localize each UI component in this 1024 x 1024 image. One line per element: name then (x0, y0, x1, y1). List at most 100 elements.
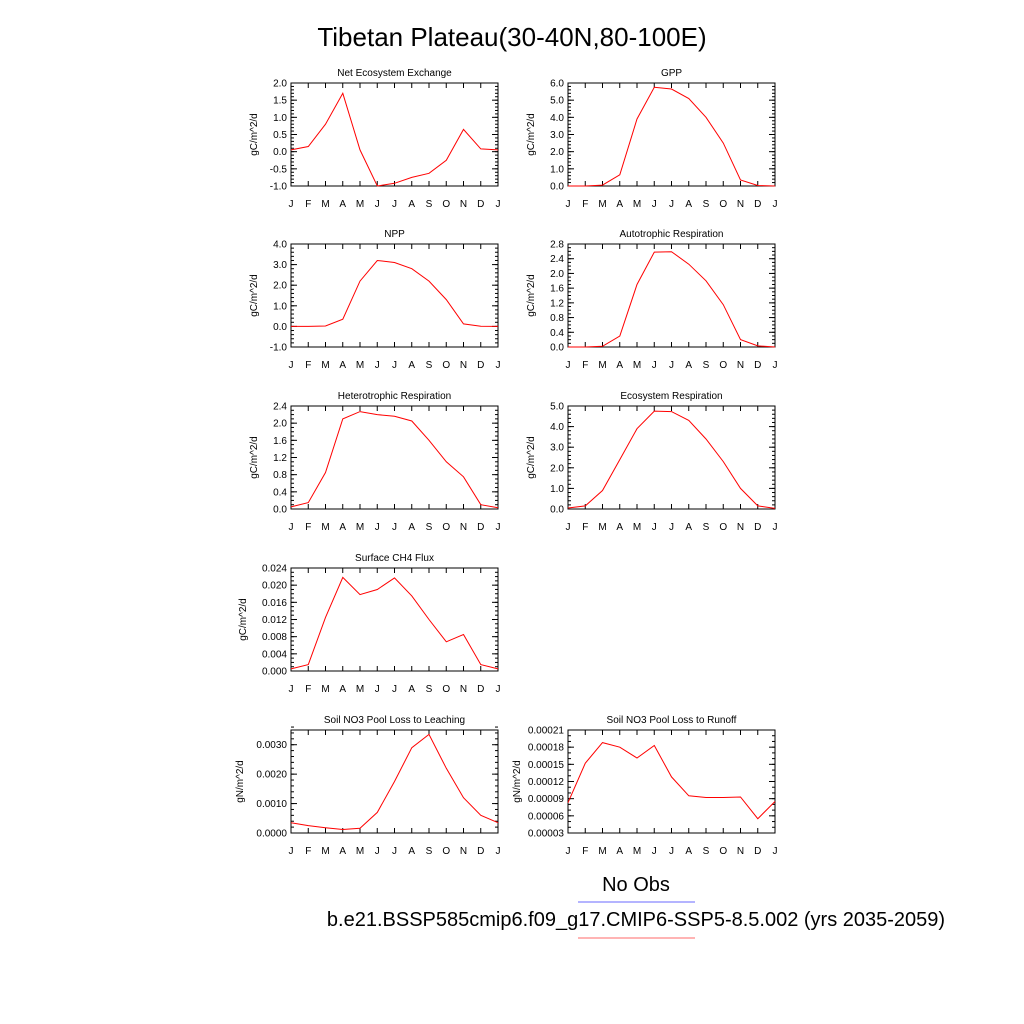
y-tick-label: 2.0 (273, 419, 287, 430)
plot-frame (567, 729, 776, 834)
x-tick-label: J (375, 684, 380, 695)
y-tick-label: 0.4 (550, 328, 564, 339)
x-tick-label: J (392, 846, 397, 857)
x-tick-label: J (289, 360, 294, 371)
y-tick-label: 6.0 (550, 79, 564, 90)
y-tick-label: 1.6 (550, 284, 564, 295)
y-tick-label: 0.008 (262, 632, 287, 643)
x-tick-label: A (408, 522, 415, 533)
x-tick-label: D (477, 522, 484, 533)
plot-frame (290, 243, 499, 348)
x-tick-label: J (773, 360, 778, 371)
x-tick-label: J (773, 199, 778, 210)
y-tick-label: 3.0 (550, 443, 564, 454)
y-tick-label: 5.0 (550, 402, 564, 413)
y-tick-label: 1.6 (273, 436, 287, 447)
x-tick-label: A (685, 199, 692, 210)
plot-frame (290, 405, 499, 510)
series-line (567, 742, 776, 820)
y-tick-label: 4.0 (550, 113, 564, 124)
x-tick-label: D (477, 360, 484, 371)
x-tick-label: M (633, 199, 641, 210)
plot-frame (567, 243, 776, 348)
x-tick-label: J (375, 199, 380, 210)
x-tick-label: F (305, 360, 311, 371)
x-tick-label: J (669, 360, 674, 371)
x-tick-label: O (719, 522, 727, 533)
panel-title: Soil NO3 Pool Loss to Runoff (607, 715, 737, 726)
y-tick-label: 2.4 (273, 402, 287, 413)
x-tick-label: J (496, 846, 501, 857)
y-tick-label: 0.024 (262, 564, 287, 575)
x-tick-label: N (460, 522, 467, 533)
x-tick-label: O (719, 846, 727, 857)
x-tick-label: F (305, 199, 311, 210)
x-tick-label: A (408, 684, 415, 695)
x-tick-label: F (582, 199, 588, 210)
y-tick-label: -1.0 (270, 343, 288, 354)
x-tick-label: S (426, 846, 433, 857)
y-tick-label: 1.0 (273, 301, 287, 312)
y-tick-label: 1.2 (273, 453, 287, 464)
x-tick-label: D (477, 199, 484, 210)
x-tick-label: M (633, 846, 641, 857)
x-tick-label: M (633, 522, 641, 533)
x-tick-label: S (426, 684, 433, 695)
y-axis-label: gN/m^2/d (512, 760, 523, 803)
y-tick-label: 2.0 (550, 269, 564, 280)
y-tick-label: 2.8 (550, 240, 564, 251)
series-line (290, 733, 499, 831)
x-tick-label: M (321, 846, 329, 857)
panel-title: Ecosystem Respiration (620, 391, 722, 402)
y-tick-label: 2.0 (550, 147, 564, 158)
x-tick-label: J (566, 199, 571, 210)
x-tick-label: J (652, 360, 657, 371)
series-line (290, 576, 499, 670)
x-tick-label: S (703, 360, 710, 371)
x-tick-label: N (460, 846, 467, 857)
x-tick-label: A (408, 846, 415, 857)
x-tick-label: N (737, 199, 744, 210)
y-tick-label: 2.0 (273, 79, 287, 90)
y-tick-label: 0.012 (262, 615, 287, 626)
x-tick-label: A (408, 199, 415, 210)
y-tick-label: 1.2 (550, 298, 564, 309)
x-tick-label: S (426, 522, 433, 533)
x-tick-label: D (754, 846, 761, 857)
x-tick-label: S (426, 199, 433, 210)
y-tick-label: 2.4 (550, 254, 564, 265)
x-tick-label: M (321, 199, 329, 210)
x-tick-label: M (356, 522, 364, 533)
panel-title: Autotrophic Respiration (620, 229, 724, 240)
y-tick-label: 4.0 (273, 240, 287, 251)
panel-title: NPP (384, 229, 405, 240)
legend: No Obs b.e21.BSSP585cmip6.f09_g17.CMIP6-… (327, 874, 945, 939)
x-tick-label: F (582, 846, 588, 857)
y-tick-label: -0.5 (270, 164, 288, 175)
x-tick-label: O (442, 360, 450, 371)
x-tick-label: J (392, 199, 397, 210)
x-tick-label: J (496, 199, 501, 210)
x-tick-label: M (356, 846, 364, 857)
x-tick-label: J (773, 522, 778, 533)
x-tick-label: J (652, 199, 657, 210)
panel-title: Heterotrophic Respiration (338, 391, 451, 402)
x-tick-label: M (633, 360, 641, 371)
x-tick-label: A (616, 846, 623, 857)
x-tick-label: J (375, 846, 380, 857)
x-tick-label: J (289, 199, 294, 210)
y-tick-label: 2.0 (550, 463, 564, 474)
y-tick-label: 0.004 (262, 649, 287, 660)
x-tick-label: A (408, 360, 415, 371)
x-tick-label: J (566, 360, 571, 371)
x-tick-label: A (339, 846, 346, 857)
x-tick-label: O (442, 522, 450, 533)
y-tick-label: 5.0 (550, 96, 564, 107)
figure-title: Tibetan Plateau(30-40N,80-100E) (317, 22, 706, 52)
